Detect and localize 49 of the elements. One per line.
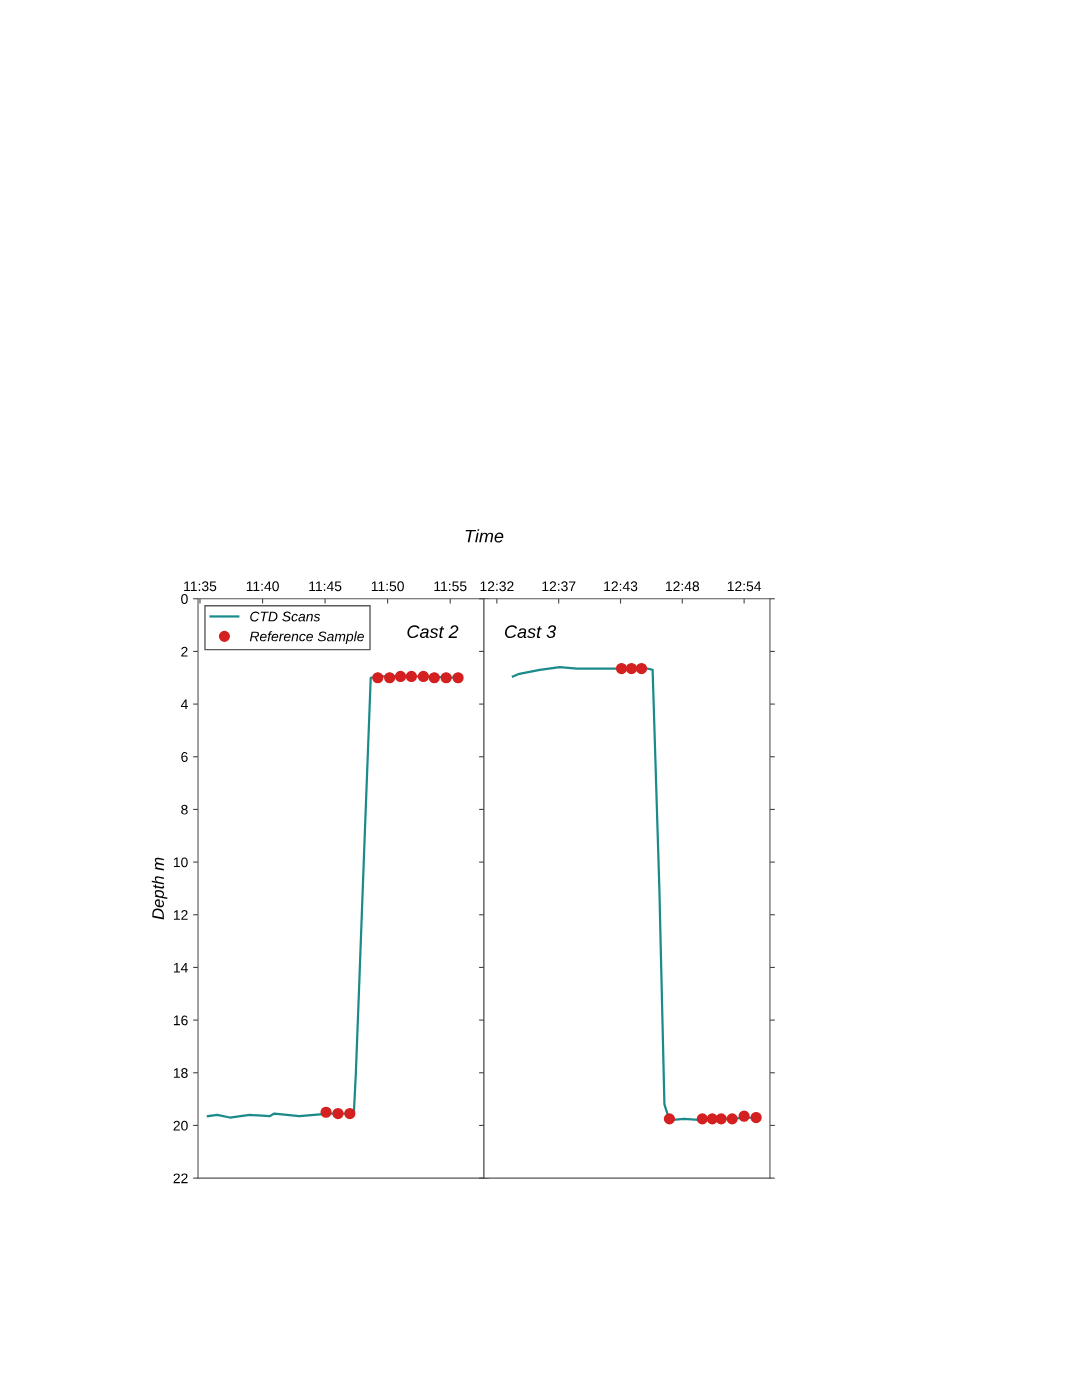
legend-label: Reference Sample [249, 631, 364, 645]
point [663, 1113, 676, 1125]
point [452, 672, 464, 684]
point [615, 662, 628, 675]
x-tick-label: 11:45 [309, 581, 342, 592]
y-tick-label: 12 [173, 910, 188, 920]
point [696, 1113, 708, 1125]
point [344, 1107, 356, 1120]
point [440, 672, 452, 684]
annotation: Cast 2 [407, 625, 459, 639]
point [332, 1107, 344, 1120]
x-tick-label: 12:37 [542, 581, 576, 592]
point [625, 662, 638, 675]
x-tick-label: 12:54 [727, 581, 762, 592]
y-tick-label: 10 [173, 857, 188, 868]
y-tick-label: 14 [173, 962, 188, 973]
x-tick-label: 11:50 [371, 581, 404, 592]
x-tick-label: 12:48 [665, 581, 700, 592]
y-tick-label: 0 [181, 594, 188, 604]
point [405, 670, 418, 683]
y-tick-label: 8 [181, 804, 188, 815]
x-axis-title: Time [465, 529, 504, 543]
y-tick-label: 2 [181, 646, 188, 657]
y-axis-title: Depth m [151, 857, 168, 920]
point [715, 1113, 727, 1125]
x-tick-label: 11:55 [434, 581, 467, 592]
point [726, 1113, 738, 1125]
x-tick-label: 12:43 [604, 581, 638, 592]
x-tick-label: 11:40 [246, 581, 279, 592]
y-tick-label: 20 [173, 1120, 188, 1131]
y-tick-label: 18 [173, 1068, 188, 1078]
legend-label: CTD Scans [250, 611, 321, 622]
x-tick-label: 12:32 [480, 581, 514, 592]
point [706, 1113, 718, 1125]
point [750, 1111, 762, 1124]
x-tick-label: 11:35 [184, 581, 217, 592]
annotation: Cast 3 [505, 625, 557, 639]
point [738, 1110, 750, 1122]
point [320, 1106, 332, 1118]
point [428, 672, 440, 684]
y-tick-label: 6 [181, 752, 188, 762]
y-tick-label: 22 [173, 1173, 188, 1184]
point [394, 670, 407, 683]
point [384, 672, 396, 684]
point [417, 670, 430, 683]
y-tick-label: 16 [173, 1015, 188, 1026]
point [635, 662, 648, 675]
y-tick-label: 4 [180, 699, 188, 710]
point [372, 672, 384, 684]
